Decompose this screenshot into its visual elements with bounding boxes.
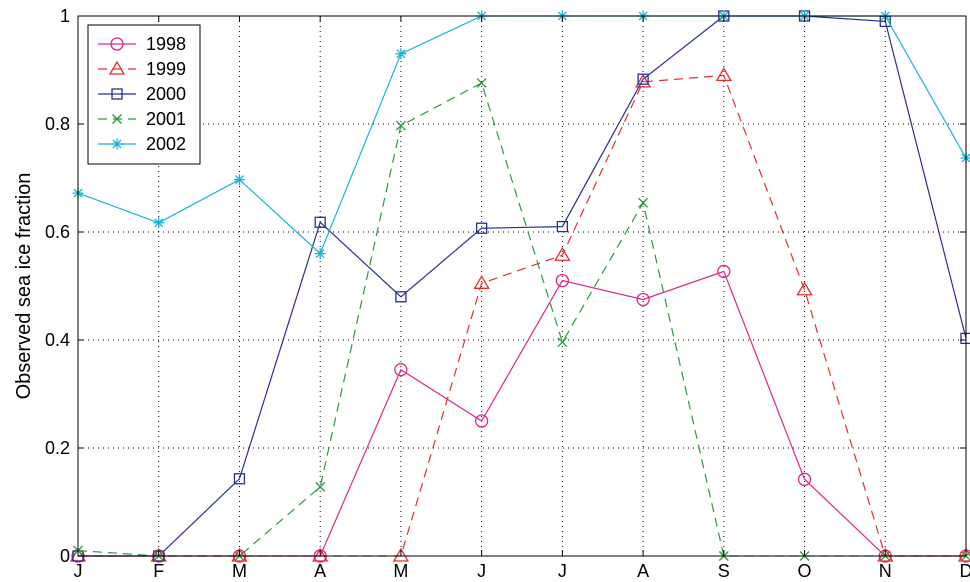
data-point-1998 xyxy=(636,292,650,307)
data-point-1998 xyxy=(717,264,731,279)
data-point-2001 xyxy=(638,197,649,208)
legend-label: 2000 xyxy=(146,84,186,104)
marker-stroke xyxy=(476,78,487,88)
x-tick-label: J xyxy=(558,561,567,581)
series-line-1999 xyxy=(78,74,966,557)
legend: 1998 1999 2000 2001 2002 xyxy=(87,24,201,165)
y-tick-label: 0.2 xyxy=(45,438,70,458)
data-point-2000 xyxy=(637,73,649,85)
data-point-2000 xyxy=(314,216,326,228)
legend-entry-2001: 2001 xyxy=(98,109,186,129)
legend-marker xyxy=(108,60,126,75)
marker-stroke xyxy=(395,120,406,131)
y-axis-label: Observed sea ice fraction xyxy=(13,173,35,400)
data-point-1998 xyxy=(474,414,489,428)
x-tick-label: N xyxy=(879,561,892,581)
x-tick-label: A xyxy=(314,561,326,581)
legend-label: 1998 xyxy=(146,34,186,54)
x-tick-label: A xyxy=(637,561,649,581)
legend-marker xyxy=(110,37,124,51)
legend-marker xyxy=(111,138,123,150)
data-point-2001 xyxy=(476,78,487,88)
x-tick-label: D xyxy=(960,561,970,581)
series-2001 xyxy=(73,78,970,561)
legend-label: 2001 xyxy=(146,109,186,129)
data-point-2002 xyxy=(233,174,245,186)
legend-marker xyxy=(111,88,123,100)
grid-lines xyxy=(78,16,966,556)
data-point-1999 xyxy=(312,547,329,562)
y-tick-label: 0 xyxy=(60,546,70,566)
series-2002 xyxy=(72,10,970,260)
data-point-1998 xyxy=(797,472,812,486)
series-layer xyxy=(69,10,970,563)
legend-label: 2002 xyxy=(146,134,186,154)
legend-entry-1999: 1999 xyxy=(98,59,186,79)
data-point-2001 xyxy=(557,337,568,348)
y-tick-label: 0.8 xyxy=(45,114,70,134)
data-point-1999 xyxy=(473,275,490,289)
marker-stroke xyxy=(112,139,122,149)
legend-box xyxy=(87,24,201,165)
marker-stroke xyxy=(154,218,164,228)
x-tick-label: J xyxy=(477,561,486,581)
axis-ticks: J F M A M J J A S O N D 0 0.2 0.4 0.6 0.8 1 xyxy=(45,6,970,581)
y-tick-label: 1 xyxy=(60,6,70,26)
data-point-2002 xyxy=(395,48,407,60)
series-2000 xyxy=(72,10,970,562)
data-point-1999 xyxy=(634,73,652,88)
x-tick-label: M xyxy=(232,561,247,581)
data-point-2001 xyxy=(395,120,406,131)
data-point-1999 xyxy=(392,547,410,562)
marker-stroke xyxy=(557,337,568,348)
series-line-2000 xyxy=(78,15,967,557)
legend-marker xyxy=(112,114,122,124)
marker-stroke xyxy=(396,49,406,59)
series-line-2002 xyxy=(77,15,967,255)
data-point-2000 xyxy=(395,291,407,303)
marker-stroke xyxy=(112,114,122,124)
series-line-2001 xyxy=(77,82,966,557)
data-point-2000 xyxy=(475,222,488,234)
legend-label: 1999 xyxy=(146,59,186,79)
data-point-1999 xyxy=(877,547,894,562)
marker-stroke xyxy=(315,249,325,259)
data-point-2000 xyxy=(233,473,246,485)
data-point-2001 xyxy=(315,481,326,492)
plot-frame xyxy=(77,15,967,557)
marker-stroke xyxy=(315,481,326,492)
y-tick-label: 0.6 xyxy=(45,222,70,242)
marker-stroke xyxy=(638,197,649,208)
data-point-1999 xyxy=(554,246,571,261)
data-point-1998 xyxy=(394,363,408,377)
x-tick-label: S xyxy=(718,561,730,581)
x-tick-label: F xyxy=(153,561,164,581)
data-point-2002 xyxy=(153,217,165,229)
x-tick-label: J xyxy=(74,561,83,581)
data-point-2002 xyxy=(960,152,970,164)
y-tick-label: 0.4 xyxy=(45,330,70,350)
series-1999 xyxy=(69,67,970,562)
legend-entry-1998: 1998 xyxy=(98,34,186,54)
data-point-1999 xyxy=(715,67,732,82)
series-1998 xyxy=(71,264,970,563)
data-point-2002 xyxy=(314,248,326,260)
data-point-2000 xyxy=(556,220,569,233)
data-point-1998 xyxy=(555,273,570,288)
marker-stroke xyxy=(234,175,244,185)
series-line-1998 xyxy=(78,270,966,557)
legend-entry-2002: 2002 xyxy=(98,134,186,154)
data-point-1999 xyxy=(231,547,248,562)
legend-entry-2000: 2000 xyxy=(98,84,186,104)
data-point-1999 xyxy=(796,281,813,296)
x-tick-label: M xyxy=(393,561,408,581)
x-tick-label: O xyxy=(798,561,812,581)
